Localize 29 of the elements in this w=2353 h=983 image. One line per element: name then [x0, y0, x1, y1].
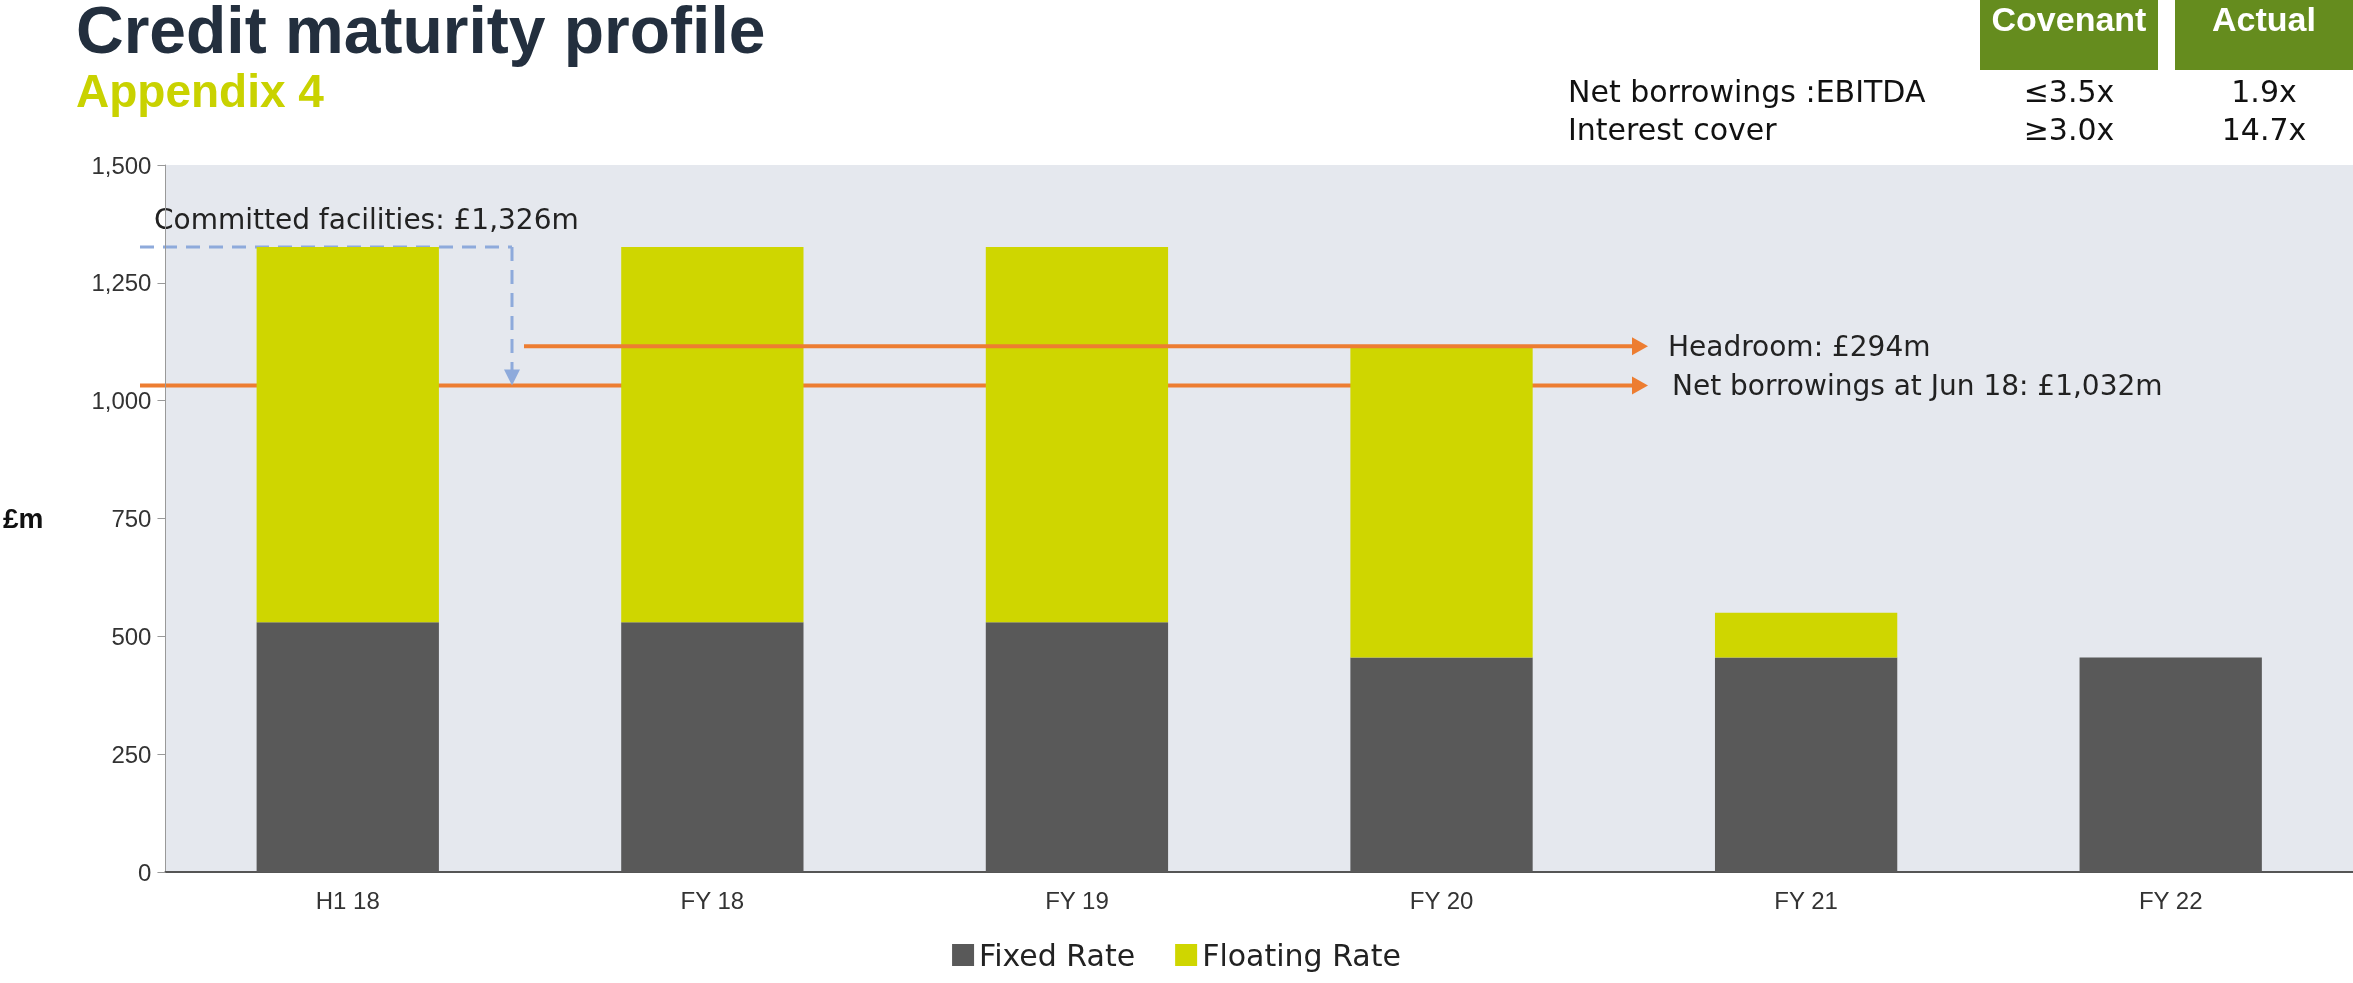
legend-label: Floating Rate — [1202, 937, 1401, 973]
ref-line-label: Net borrowings at Jun 18: £1,032m — [1672, 369, 2163, 403]
text: 1.9x — [2230, 74, 2298, 109]
text: Covenant — [1980, 0, 2158, 70]
y-tick-label: 1,250 — [91, 269, 152, 297]
chart-title: Credit maturity profile — [76, 0, 766, 68]
x-tick-label: FY 19 — [1045, 886, 1109, 914]
text: Actual — [2175, 0, 2353, 70]
text: 14.7x — [2220, 112, 2308, 147]
y-axis-title: £m — [3, 503, 44, 534]
text: ≤3.5x — [2022, 74, 2116, 109]
y-tick-label: 250 — [111, 740, 152, 768]
y-tick-label: 0 — [138, 858, 152, 886]
ref-line-label: Committed facilities: £1,326m — [154, 202, 579, 236]
text: Interest cover — [1568, 112, 1777, 147]
y-tick-label: 1,000 — [91, 387, 152, 415]
text: Net borrowings :EBITDA — [1568, 74, 1926, 109]
annotation: Headroom: £294m — [1668, 329, 1931, 363]
chart-subtitle: Appendix 4 — [76, 65, 324, 118]
x-tick-label: FY 20 — [1409, 886, 1474, 914]
x-tick-label: FY 21 — [1774, 886, 1838, 914]
y-tick-label: 1,500 — [91, 151, 152, 179]
x-tick-label: H1 18 — [315, 886, 380, 914]
legend-label: Fixed Rate — [979, 937, 1136, 973]
text: ≥3.0x — [2022, 112, 2116, 147]
y-tick-label: 500 — [111, 622, 152, 650]
x-tick-label: FY 22 — [2138, 886, 2203, 914]
x-tick-label: FY 18 — [680, 886, 745, 914]
y-tick-label: 750 — [111, 505, 152, 532]
